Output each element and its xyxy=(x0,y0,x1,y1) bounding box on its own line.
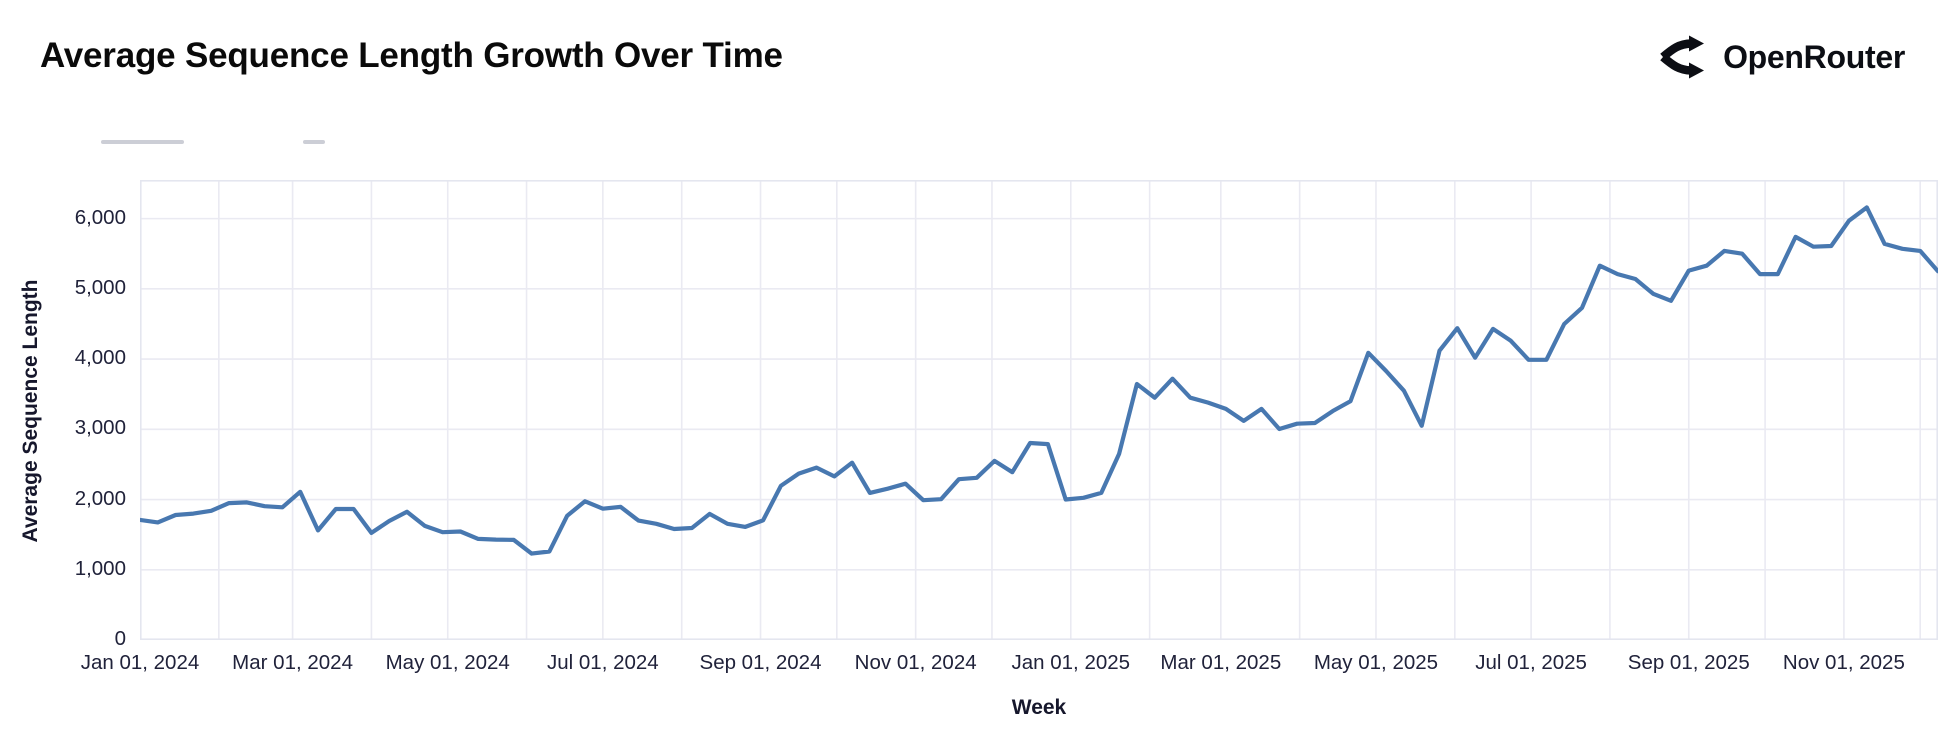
x-tick-label: Jul 01, 2024 xyxy=(546,651,659,674)
x-tick-label: Sep 01, 2025 xyxy=(1627,651,1750,674)
openrouter-logo-text: OpenRouter xyxy=(1723,38,1905,75)
y-tick-label: 3,000 xyxy=(74,416,126,440)
x-tick-label: May 01, 2025 xyxy=(1313,651,1439,674)
y-tick-label: 4,000 xyxy=(74,346,126,370)
x-tick-label: Jan 01, 2025 xyxy=(1011,651,1131,674)
x-tick-label: May 01, 2024 xyxy=(385,651,510,674)
x-tick-label: Sep 01, 2024 xyxy=(699,651,822,674)
clipped-legend-artifact xyxy=(101,140,184,144)
y-tick-label: 1,000 xyxy=(74,556,126,580)
x-tick-label: Mar 01, 2025 xyxy=(1160,651,1282,674)
series-line xyxy=(140,205,1938,556)
x-tick-label: Nov 01, 2024 xyxy=(854,651,977,674)
y-tick-label: 6,000 xyxy=(74,205,126,229)
plot-area xyxy=(140,180,1938,640)
plot-border xyxy=(140,180,1938,640)
openrouter-logo[interactable]: OpenRouter xyxy=(1658,30,1905,84)
x-axis-title: Week xyxy=(1011,696,1067,719)
x-tick-label: Nov 01, 2025 xyxy=(1782,651,1905,674)
y-tick-label: 5,000 xyxy=(74,275,126,299)
clipped-legend-artifact xyxy=(303,140,325,144)
x-tick-label: Jul 01, 2025 xyxy=(1475,651,1587,674)
page-title: Average Sequence Length Growth Over Time xyxy=(40,36,783,75)
x-tick-label: Mar 01, 2024 xyxy=(232,651,353,674)
y-tick-label: 0 xyxy=(114,627,126,650)
y-tick-label: 2,000 xyxy=(74,486,126,510)
openrouter-fork-icon xyxy=(1658,34,1708,80)
x-tick-label: Jan 01, 2024 xyxy=(80,651,200,674)
